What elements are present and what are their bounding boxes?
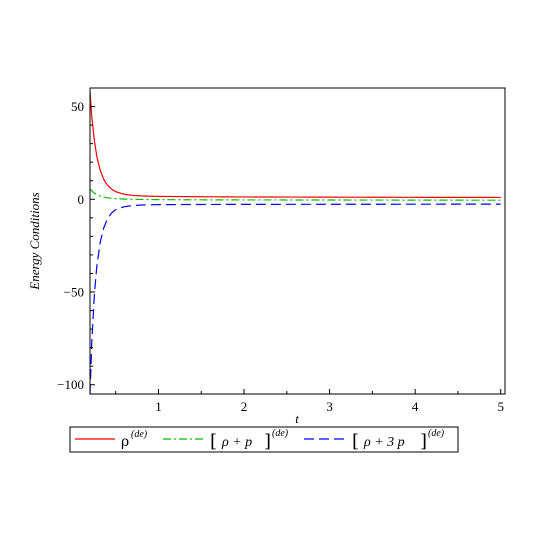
legend-bracket-open: [ bbox=[210, 431, 217, 452]
legend-label-rho: ρ bbox=[121, 434, 129, 450]
legend-sup-rho-plus-3p: (de) bbox=[428, 428, 445, 439]
series-line-1 bbox=[90, 188, 501, 201]
y-tick-label: 0 bbox=[78, 192, 85, 207]
series-line-0 bbox=[90, 91, 501, 199]
legend-label-rho-plus-3p: ρ + 3 p bbox=[363, 435, 405, 450]
legend-bracket-close: ] bbox=[420, 431, 427, 452]
legend-sup-rho: (de) bbox=[131, 429, 148, 440]
legend-sup-rho-plus-p: (de) bbox=[272, 428, 289, 439]
legend: ρ (de) [ ρ + p ] (de) [ ρ + 3 p ] (de) bbox=[69, 426, 459, 453]
plot-frame bbox=[89, 87, 506, 395]
y-tick-label: −50 bbox=[64, 285, 84, 300]
legend-bracket-open: [ bbox=[352, 431, 359, 452]
x-tick-label: 2 bbox=[241, 399, 248, 414]
legend-bracket-close: ] bbox=[264, 431, 271, 452]
legend-label-rho-plus-p: ρ + p bbox=[221, 435, 252, 450]
x-axis-label: t bbox=[295, 411, 299, 426]
x-tick-label: 1 bbox=[155, 399, 162, 414]
y-axis-label: Energy Conditions bbox=[27, 192, 42, 290]
x-tick-label: 3 bbox=[326, 399, 333, 414]
y-tick-label: 50 bbox=[71, 99, 84, 114]
x-tick-label: 4 bbox=[412, 399, 419, 414]
y-tick-label: −100 bbox=[57, 377, 84, 392]
legend-box bbox=[69, 426, 459, 453]
series-line-2 bbox=[90, 203, 501, 394]
x-tick-label: 5 bbox=[497, 399, 504, 414]
